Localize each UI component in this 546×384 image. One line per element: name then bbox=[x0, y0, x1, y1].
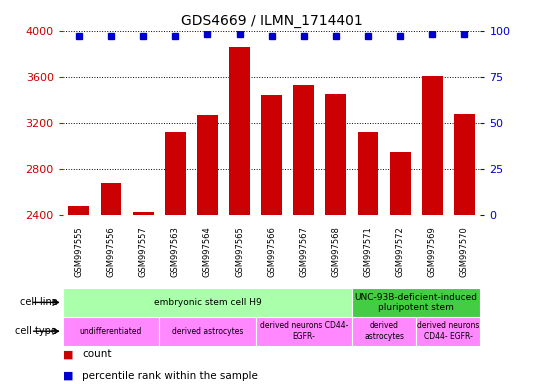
Bar bbox=[261, 95, 282, 215]
Bar bbox=[352, 288, 480, 317]
Text: GSM997568: GSM997568 bbox=[331, 226, 340, 277]
Bar bbox=[390, 152, 411, 215]
Text: GSM997556: GSM997556 bbox=[106, 226, 116, 277]
Text: GSM997555: GSM997555 bbox=[74, 226, 84, 277]
Bar bbox=[352, 317, 416, 346]
Bar bbox=[454, 114, 475, 215]
Bar bbox=[100, 183, 121, 215]
Text: ■: ■ bbox=[63, 371, 73, 381]
Bar bbox=[165, 132, 186, 215]
Text: percentile rank within the sample: percentile rank within the sample bbox=[82, 371, 258, 381]
Bar bbox=[422, 76, 443, 215]
Text: GSM997570: GSM997570 bbox=[460, 226, 469, 277]
Text: GSM997564: GSM997564 bbox=[203, 226, 212, 277]
Text: count: count bbox=[82, 349, 111, 359]
Bar bbox=[159, 317, 256, 346]
Text: UNC-93B-deficient-induced
pluripotent stem: UNC-93B-deficient-induced pluripotent st… bbox=[355, 293, 478, 312]
Text: cell line: cell line bbox=[20, 297, 57, 308]
Text: GSM997557: GSM997557 bbox=[139, 226, 147, 277]
Bar bbox=[293, 85, 314, 215]
Title: GDS4669 / ILMN_1714401: GDS4669 / ILMN_1714401 bbox=[181, 14, 363, 28]
Text: GSM997571: GSM997571 bbox=[364, 226, 372, 277]
Text: derived
astrocytes: derived astrocytes bbox=[364, 321, 404, 341]
Text: cell type: cell type bbox=[15, 326, 57, 336]
Bar bbox=[358, 132, 378, 215]
Bar bbox=[63, 317, 159, 346]
Bar bbox=[256, 317, 352, 346]
Bar bbox=[229, 47, 250, 215]
Text: embryonic stem cell H9: embryonic stem cell H9 bbox=[153, 298, 261, 307]
Text: GSM997572: GSM997572 bbox=[396, 226, 405, 277]
Text: undifferentiated: undifferentiated bbox=[80, 327, 142, 336]
Text: derived neurons CD44-
EGFR-: derived neurons CD44- EGFR- bbox=[259, 321, 348, 341]
Text: derived astrocytes: derived astrocytes bbox=[171, 327, 243, 336]
Bar bbox=[197, 115, 218, 215]
Text: GSM997567: GSM997567 bbox=[299, 226, 308, 277]
Text: derived neurons
CD44- EGFR-: derived neurons CD44- EGFR- bbox=[417, 321, 479, 341]
Text: GSM997566: GSM997566 bbox=[267, 226, 276, 277]
Bar bbox=[416, 317, 480, 346]
Bar bbox=[133, 212, 153, 215]
Text: GSM997569: GSM997569 bbox=[428, 226, 437, 277]
Text: ■: ■ bbox=[63, 349, 73, 359]
Text: GSM997565: GSM997565 bbox=[235, 226, 244, 277]
Bar bbox=[63, 288, 352, 317]
Bar bbox=[68, 206, 90, 215]
Text: GSM997563: GSM997563 bbox=[171, 226, 180, 277]
Bar bbox=[325, 94, 346, 215]
